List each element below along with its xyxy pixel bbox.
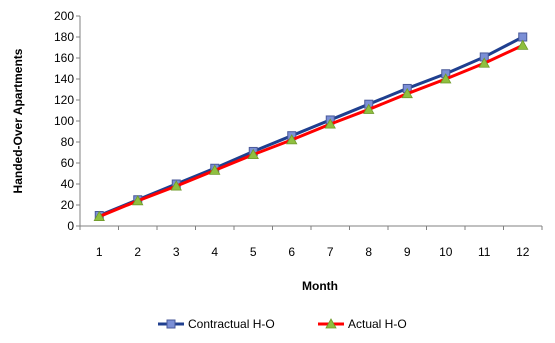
legend-marker [325, 318, 337, 329]
x-tick-label: 1 [96, 245, 103, 259]
data-point [286, 134, 298, 145]
data-point [478, 57, 490, 68]
series-line [98, 35, 524, 217]
x-tick-label: 8 [365, 245, 372, 259]
y-axis: 0 20 40 60 80 100 120 140 160 180 200 [54, 9, 81, 233]
data-point [209, 164, 221, 175]
y-tick-label: 140 [54, 72, 74, 86]
x-tick-label: 9 [404, 245, 411, 259]
legend-item: Contractual H-O [158, 317, 275, 331]
y-tick-label: 120 [54, 93, 74, 107]
x-axis-title: Month [302, 279, 338, 293]
y-tick-label: 60 [61, 156, 75, 170]
series-layer [93, 32, 529, 221]
data-point [401, 87, 413, 99]
data-point [93, 210, 105, 221]
series-2 [93, 39, 529, 221]
data-point [363, 103, 375, 114]
y-tick-label: 100 [54, 114, 74, 128]
x-tick-label: 10 [439, 245, 453, 259]
y-tick-label: 0 [67, 219, 74, 233]
y-axis-title: Handed-Over Apartments [11, 48, 25, 193]
data-point [247, 148, 259, 160]
x-axis: 1 2 3 4 5 6 7 8 9 10 11 12 [79, 225, 543, 259]
y-tick-label: 40 [61, 177, 75, 191]
data-point [440, 73, 452, 84]
x-tick-label: 4 [211, 245, 218, 259]
x-tick-label: 5 [250, 245, 257, 259]
legend-label: Actual H-O [348, 317, 407, 331]
y-tick-label: 200 [54, 9, 74, 23]
x-tick-label: 12 [516, 245, 530, 259]
x-tick-label: 7 [327, 245, 334, 259]
legend-marker [166, 319, 176, 329]
data-point [170, 180, 182, 191]
data-point [132, 194, 144, 206]
data-point [324, 118, 336, 129]
x-tick-label: 11 [478, 245, 491, 259]
legend-item: Actual H-O [318, 317, 407, 331]
y-tick-label: 180 [54, 30, 74, 44]
series-line [98, 44, 524, 218]
x-tick-label: 6 [288, 245, 295, 259]
y-tick-label: 80 [61, 135, 75, 149]
y-tick-label: 160 [54, 51, 74, 65]
legend-label: Contractual H-O [188, 317, 275, 331]
legend: Contractual H-O Actual H-O [158, 317, 407, 331]
x-tick-label: 2 [134, 245, 141, 259]
y-tick-label: 20 [61, 198, 75, 212]
x-tick-label: 3 [173, 245, 180, 259]
data-point [517, 39, 529, 50]
